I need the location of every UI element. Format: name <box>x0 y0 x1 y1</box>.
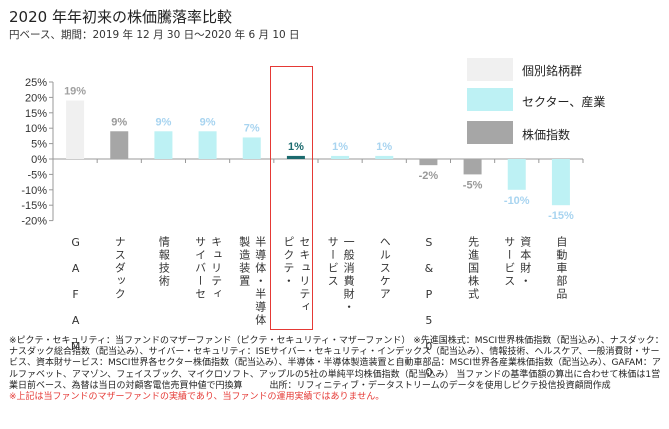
footnote-disclaimer: ※上記は当ファンドのマザーファンドの実績であり、当ファンドの運用実績ではありませ… <box>9 392 385 403</box>
legend-swatch-sector <box>467 88 513 111</box>
y-tick-label: -10% <box>21 185 47 197</box>
legend-label-index: 株価指数 <box>522 128 571 142</box>
category-label: 一般消費財・ サービス <box>326 236 356 314</box>
bar <box>331 155 350 159</box>
bar <box>198 131 217 159</box>
y-tick-label: 15% <box>25 108 47 120</box>
data-label: -2% <box>419 170 439 182</box>
y-tick-label: -5% <box>27 169 47 181</box>
footnotes: ※ピクテ・セキュリティ：当ファンドのマザーファンド（ピクテ・セキュリティ・マザー… <box>9 336 664 403</box>
data-label: 7% <box>244 122 260 134</box>
bar <box>242 137 261 159</box>
data-label: 9% <box>155 116 171 128</box>
legend-swatch-index <box>467 121 513 144</box>
category-label: キュリティ サイバーセ <box>193 236 223 301</box>
bar <box>110 131 129 159</box>
data-label: 1% <box>332 141 348 153</box>
bar <box>507 159 526 190</box>
data-label: 1% <box>288 141 304 153</box>
bar <box>286 155 305 159</box>
bar <box>419 159 438 166</box>
category-label: 半導体・半導体 製造装置 <box>237 236 267 327</box>
category-label: G A F A M <box>69 236 83 354</box>
legend-label-sector: セクター、産業 <box>522 95 606 109</box>
chart-subtitle: 円ベース、期間：2019 年 12 月 30 日～2020 年 6 月 10 日 <box>9 29 300 41</box>
category-label: 自動車部品 <box>554 236 568 301</box>
category-label: ヘルスケア <box>378 236 392 301</box>
category-label: セキュリティ ピクテ・ <box>281 236 311 314</box>
y-tick-label: 20% <box>25 92 47 104</box>
footnote-body: ※ピクテ・セキュリティ：当ファンドのマザーファンド（ピクテ・セキュリティ・マザー… <box>9 336 664 391</box>
chart-title: 2020 年年初来の株価騰落率比較 <box>9 8 232 26</box>
data-label: 9% <box>200 116 216 128</box>
legend-swatch-individual <box>467 58 513 81</box>
category-label: 資本財・ サービス <box>502 236 532 288</box>
data-label: -10% <box>504 195 530 207</box>
bar <box>463 159 482 175</box>
y-tick-label: -15% <box>21 200 47 212</box>
y-tick-label: 25% <box>25 77 47 89</box>
y-tick-label: 10% <box>25 123 47 135</box>
bar <box>66 100 85 159</box>
bar <box>154 131 173 159</box>
category-label: 先進国株式 <box>466 236 480 301</box>
y-tick-label: 0% <box>31 154 47 166</box>
y-tick-label: 5% <box>31 139 47 151</box>
category-label: 情報技術 <box>157 236 171 288</box>
data-label: -5% <box>463 179 483 191</box>
legend-label-individual: 個別銘柄群 <box>522 64 583 78</box>
bar <box>551 159 570 206</box>
y-tick-label: -20% <box>21 216 47 228</box>
category-label: ナスダック <box>113 236 127 301</box>
data-label: 9% <box>111 116 127 128</box>
highlight-box-pictet <box>270 66 313 330</box>
category-label: S & P 5 0 0 <box>422 236 436 380</box>
data-label: 19% <box>64 85 86 97</box>
data-label: -15% <box>548 210 574 222</box>
data-label: 1% <box>376 141 392 153</box>
bar <box>375 155 394 159</box>
